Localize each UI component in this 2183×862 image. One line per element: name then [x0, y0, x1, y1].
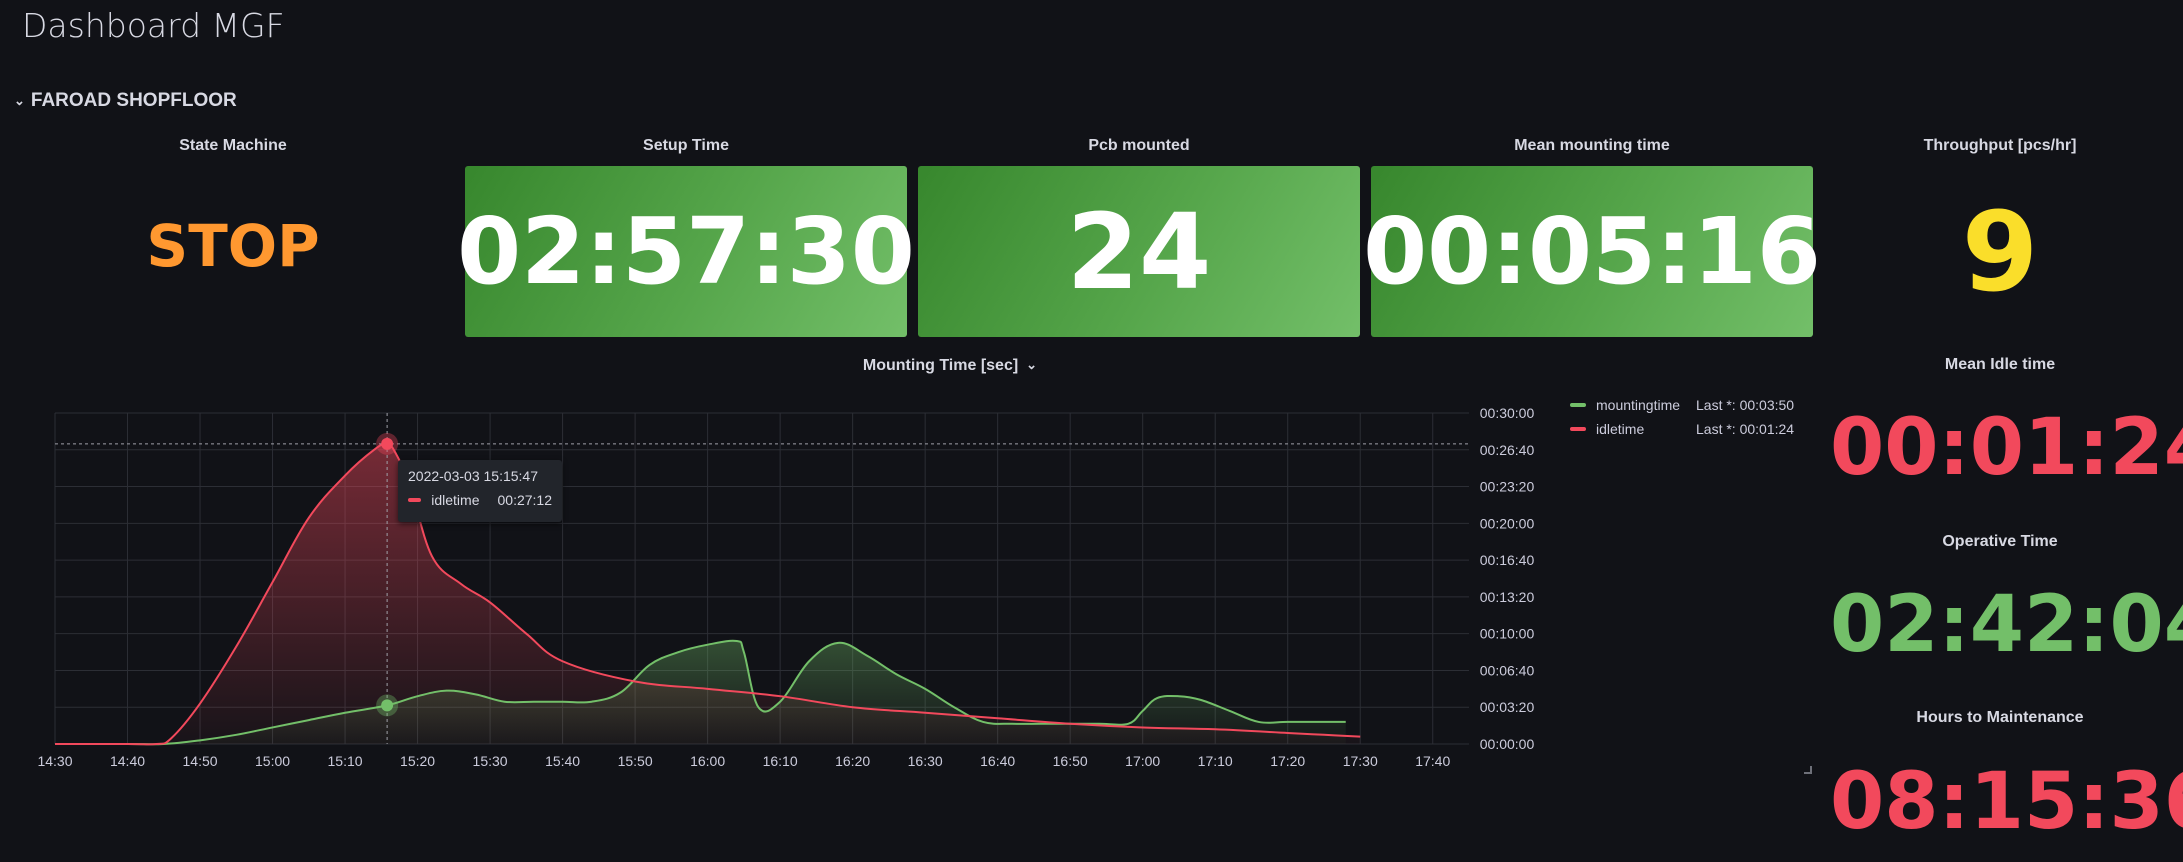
series-line-mountingtime [55, 639, 1346, 746]
legend-swatch-mountingtime [1570, 403, 1586, 407]
row-title: FAROAD SHOPFLOOR [30, 90, 237, 111]
chart-legend: mountingtime Last *: 00:03:50 idletime L… [1570, 393, 1794, 441]
x-tick-label: 14:50 [183, 753, 218, 769]
x-tick-label: 15:50 [618, 753, 653, 769]
hover-point-mountingtime [381, 699, 394, 712]
x-tick-label: 16:50 [1053, 753, 1088, 769]
panel-title-throughput[interactable]: Throughput [pcs/hr] [1923, 137, 2077, 154]
panel-title-state-machine[interactable]: State Machine [179, 137, 287, 154]
hover-cursor [55, 413, 1469, 744]
x-tick-label: 16:20 [835, 753, 870, 769]
x-tick-label: 15:40 [545, 753, 580, 769]
x-tick-label: 16:30 [908, 753, 943, 769]
x-tick-label: 16:00 [690, 753, 725, 769]
legend-label-mountingtime: mountingtime [1596, 397, 1681, 413]
x-tick-label: 15:10 [328, 753, 363, 769]
hover-point-idletime [381, 437, 394, 450]
setup-time-stat: 02:57:30 [457, 166, 915, 337]
tooltip-row: idletime 00:27:12 [408, 492, 552, 508]
y-tick-label: 00:16:40 [1480, 552, 1535, 568]
legend-last-mountingtime: Last *: 00:03:50 [1696, 397, 1795, 413]
chart-tooltip: 2022-03-03 15:15:47 idletime 00:27:12 [398, 460, 562, 522]
x-tick-label: 14:40 [110, 753, 145, 769]
y-tick-label: 00:00:00 [1480, 736, 1535, 752]
y-axis-ticks: 00:00:00 00:03:20 00:06:40 00:10:00 00:13:20… [1480, 405, 1535, 752]
tooltip-swatch [408, 498, 422, 502]
throughput-value: 9 [1961, 188, 2039, 316]
panel-title-hours-to-maintenance[interactable]: Hours to Maintenance [1916, 709, 2084, 726]
panel-title-setup-time[interactable]: Setup Time [643, 137, 729, 154]
legend-swatch-idletime [1570, 427, 1586, 431]
tooltip-value: 00:27:12 [497, 492, 553, 508]
panel-menu-chevron-icon[interactable]: ⌄ [1026, 357, 1038, 372]
y-tick-label: 00:10:00 [1480, 626, 1535, 642]
tooltip-time: 2022-03-03 15:15:47 [408, 468, 538, 484]
chart-areas [55, 443, 1361, 745]
x-axis-ticks: 14:30 14:40 14:50 15:00 15:10 15:20 15:30 15:40… [37, 753, 1450, 769]
chart-lines [55, 442, 1361, 746]
x-tick-label: 17:20 [1270, 753, 1305, 769]
dashboard-title[interactable]: Dashboard MGF [22, 6, 285, 45]
x-tick-label: 17:10 [1198, 753, 1233, 769]
legend-item-idletime[interactable]: idletime Last *: 00:01:24 [1570, 417, 1794, 441]
pcb-mounted-value: 24 [1066, 190, 1212, 313]
panel-title-operative-time[interactable]: Operative Time [1942, 533, 2058, 550]
x-tick-label: 14:30 [37, 753, 72, 769]
x-tick-label: 17:40 [1415, 753, 1450, 769]
y-tick-label: 00:06:40 [1480, 662, 1535, 678]
operative-time-value: 02:42:04 [1830, 580, 2183, 670]
y-tick-label: 00:13:20 [1480, 589, 1535, 605]
y-tick-label: 00:26:40 [1480, 442, 1535, 458]
legend-item-mountingtime[interactable]: mountingtime Last *: 00:03:50 [1570, 393, 1794, 417]
area-idletime [55, 443, 1361, 745]
y-tick-label: 00:23:20 [1480, 479, 1535, 495]
panel-title-pcb-mounted[interactable]: Pcb mounted [1088, 137, 1190, 154]
panel-title-mean-idle-time[interactable]: Mean Idle time [1944, 356, 2056, 373]
x-tick-label: 17:30 [1343, 753, 1378, 769]
legend-label-idletime: idletime [1596, 421, 1645, 437]
pcb-mounted-stat: 24 [918, 166, 1360, 337]
x-tick-label: 16:40 [980, 753, 1015, 769]
chevron-down-icon: ⌄ [14, 93, 25, 108]
row-collapse-toggle[interactable]: ⌄ FAROAD SHOPFLOOR [14, 90, 237, 112]
y-tick-label: 00:20:00 [1480, 515, 1535, 531]
resize-handle-icon[interactable] [1804, 766, 1812, 774]
x-tick-label: 16:10 [763, 753, 798, 769]
mean-idle-time-value: 00:01:24 [1830, 403, 2183, 493]
mounting-chart-title: Mounting Time [sec] [862, 357, 1019, 374]
mean-mounting-time-value: 00:05:16 [1363, 198, 1821, 305]
panel-title-mounting-time[interactable]: Mounting Time [sec] ⌄ [700, 357, 1200, 375]
x-tick-label: 15:20 [400, 753, 435, 769]
panel-title-mean-mounting-time[interactable]: Mean mounting time [1514, 137, 1670, 154]
x-tick-label: 15:30 [473, 753, 508, 769]
series-line-idletime [55, 442, 1361, 746]
hours-to-maintenance-value: 08:15:36 [1830, 757, 2183, 847]
y-tick-label: 00:30:00 [1480, 405, 1535, 421]
tooltip-series: idletime [431, 492, 480, 508]
x-tick-label: 17:00 [1125, 753, 1160, 769]
hover-points [376, 432, 399, 717]
mean-mounting-time-stat: 00:05:16 [1363, 166, 1821, 337]
legend-last-idletime: Last *: 00:01:24 [1696, 421, 1795, 437]
x-tick-label: 15:00 [255, 753, 290, 769]
y-tick-label: 00:03:20 [1480, 699, 1535, 715]
setup-time-value: 02:57:30 [457, 198, 915, 305]
state-machine-value: STOP [146, 212, 320, 280]
